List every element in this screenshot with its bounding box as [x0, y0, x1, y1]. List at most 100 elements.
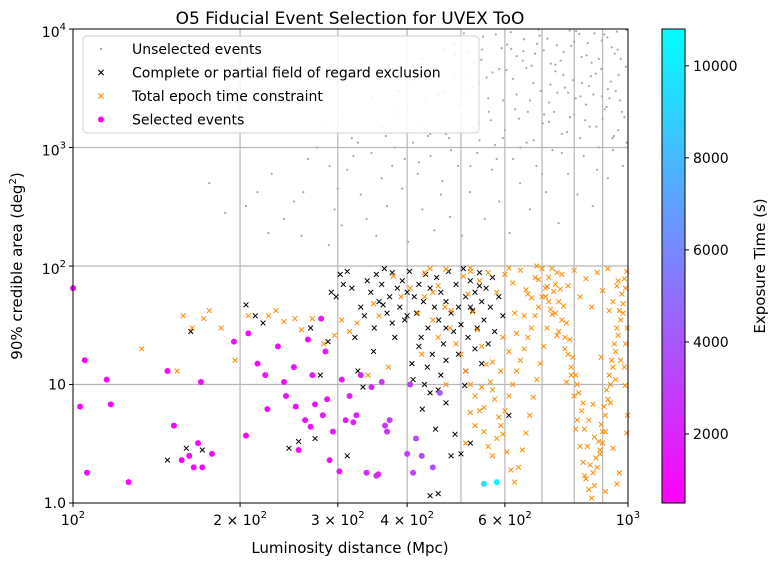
epoch-time-constraint [472, 393, 478, 399]
epoch-time-constraint [554, 332, 560, 339]
epoch-time-constraint [521, 346, 527, 352]
epoch-time-constraint [508, 467, 514, 473]
field-of-regard-exclusion [416, 343, 422, 350]
selected-event [264, 406, 271, 413]
unselected-event [555, 44, 559, 47]
field-of-regard-exclusion [467, 304, 474, 310]
legend-label: Unselected events [132, 42, 262, 58]
epoch-time-constraint [467, 265, 474, 271]
unselected-event [580, 55, 583, 59]
unselected-event [593, 32, 596, 35]
field-of-regard-exclusion [404, 289, 410, 296]
selected-event [302, 417, 309, 424]
selected-event [281, 378, 288, 385]
epoch-time-constraint [525, 334, 531, 341]
selected-event [418, 452, 425, 459]
unselected-event [509, 31, 512, 34]
field-of-regard-exclusion [433, 274, 440, 281]
field-of-regard-exclusion [243, 302, 249, 308]
legend-item: Total epoch time constraint [98, 89, 323, 105]
unselected-event [523, 38, 526, 41]
field-of-regard-exclusion [427, 285, 433, 291]
unselected-event [597, 57, 600, 60]
unselected-event [574, 97, 577, 100]
x-tick-label: 4 × 102 [380, 510, 434, 529]
epoch-time-constraint [572, 372, 579, 378]
legend-box [82, 35, 480, 134]
unselected-event [224, 211, 227, 215]
field-of-regard-exclusion [333, 294, 339, 300]
field-of-regard-exclusion [452, 431, 458, 438]
unselected-event [441, 180, 444, 183]
unselected-event [611, 149, 615, 152]
field-of-regard-exclusion [485, 341, 491, 347]
epoch-time-constraint [588, 495, 595, 501]
unselected-event [586, 42, 589, 45]
selected-event [318, 315, 325, 322]
epoch-time-constraint [571, 393, 577, 399]
field-of-regard-exclusion [474, 325, 480, 331]
epoch-time-constraint [515, 464, 522, 471]
field-of-regard-exclusion [381, 265, 388, 272]
epoch-time-constraint [591, 434, 598, 440]
x-tick-label: 103 [616, 510, 640, 529]
selected-event [410, 469, 417, 476]
epoch-time-constraint [513, 368, 520, 374]
field-of-regard-exclusion [389, 269, 395, 276]
field-of-regard-exclusion [429, 351, 436, 358]
selected-event [197, 378, 204, 385]
field-of-regard-exclusion [438, 289, 444, 296]
selected-event [336, 468, 343, 475]
unselected-event [623, 116, 626, 119]
epoch-time-constraint [496, 414, 502, 420]
unselected-event [521, 59, 524, 62]
field-of-regard-exclusion [460, 265, 467, 272]
y-tick-label: 103 [42, 141, 66, 160]
selected-event [407, 381, 414, 388]
unselected-event [478, 139, 481, 142]
selected-event [199, 464, 206, 471]
field-of-regard-exclusion [458, 321, 464, 328]
unselected-event [282, 217, 286, 220]
epoch-time-constraint [245, 313, 252, 319]
unselected-event [481, 35, 485, 38]
epoch-time-constraint [489, 359, 496, 365]
unselected-event [502, 99, 505, 102]
selected-event [292, 403, 299, 410]
epoch-time-constraint [622, 341, 629, 347]
field-of-regard-exclusion [478, 298, 485, 305]
unselected-event [513, 108, 517, 111]
selected-event [309, 372, 316, 379]
epoch-time-constraint [563, 320, 570, 326]
field-of-regard-exclusion [443, 357, 449, 364]
unselected-event [594, 72, 597, 75]
epoch-time-constraint [614, 481, 620, 487]
unselected-event [485, 76, 488, 79]
unselected-event [487, 97, 490, 100]
unselected-event [615, 30, 619, 33]
epoch-time-constraint [487, 379, 494, 385]
field-of-regard-exclusion [386, 294, 393, 300]
epoch-time-constraint [500, 334, 506, 341]
field-of-regard-exclusion [413, 310, 420, 316]
y-tick-label: 1.0 [44, 496, 66, 512]
epoch-time-constraint [593, 455, 599, 461]
epoch-time-constraint [346, 328, 353, 335]
selected-event [312, 401, 319, 408]
epoch-time-constraint [568, 364, 574, 370]
field-of-regard-exclusion [496, 294, 502, 300]
epoch-time-constraint [339, 317, 345, 323]
unselected-event [551, 149, 554, 152]
epoch-time-constraint [583, 276, 589, 282]
epoch-time-constraint [621, 276, 628, 282]
unselected-event [574, 30, 578, 33]
unselected-event [532, 139, 535, 142]
field-of-regard-exclusion [399, 278, 406, 284]
x-tick-label: 102 [61, 510, 85, 529]
epoch-time-constraint [607, 400, 614, 406]
selected-event [178, 457, 185, 464]
field-of-regard-exclusion [295, 438, 302, 445]
field-of-regard-exclusion [491, 328, 498, 335]
legend-marker [99, 47, 103, 51]
unselected-event [614, 89, 617, 93]
